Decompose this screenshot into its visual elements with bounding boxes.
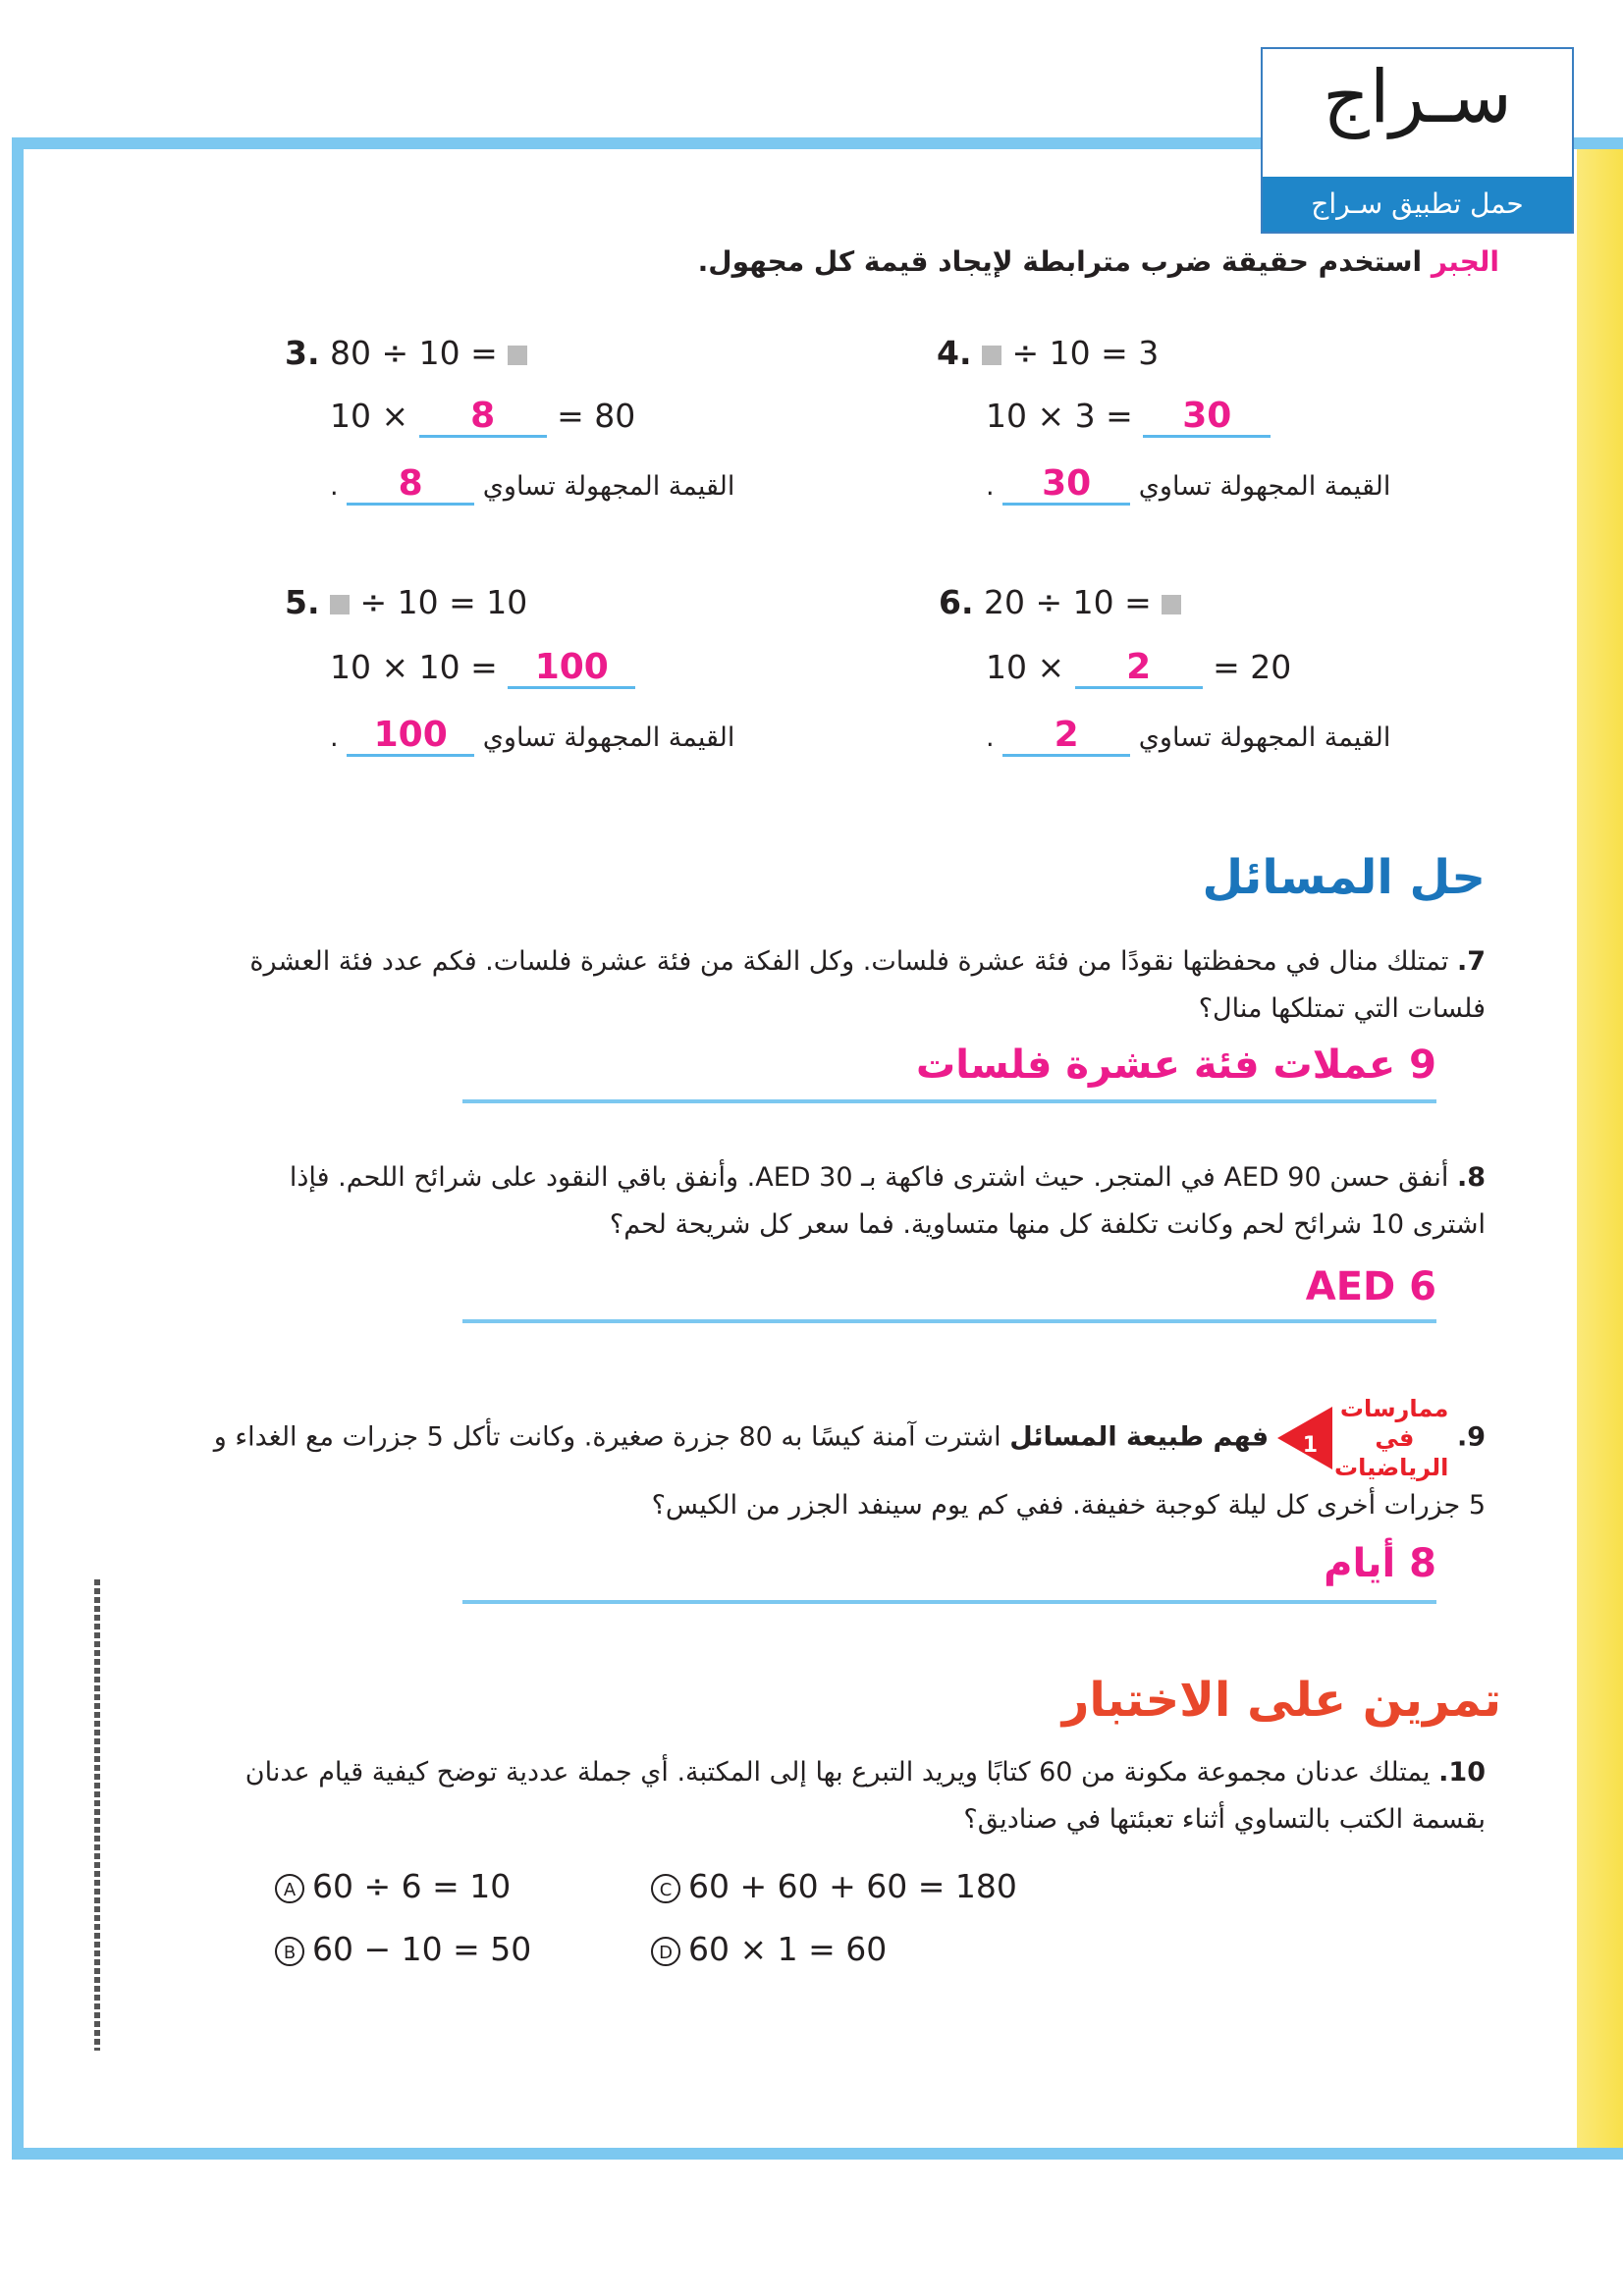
exercise-4-line1: 4. ÷ 10 = 3 bbox=[937, 334, 1160, 372]
answer-8[interactable]: AED 6 bbox=[1305, 1264, 1436, 1309]
unknown-square-icon bbox=[982, 345, 1001, 365]
question-7: 7. تمتلك منال في محفظتها نقودًا من فئة ع… bbox=[249, 946, 1486, 1024]
siraj-logo[interactable]: سـراج حمل تطبيق سـراج bbox=[1261, 47, 1574, 234]
exercise-3-line1: 3. 80 ÷ 10 = bbox=[285, 334, 528, 372]
option-d-circle-icon: D bbox=[651, 1936, 680, 1966]
math-practice-badge: ممارسات في الرياضيات bbox=[1334, 1395, 1449, 1481]
option-d[interactable]: D 60 × 1 = 60 bbox=[651, 1930, 887, 1968]
answer-blank[interactable]: 8 bbox=[347, 465, 475, 506]
answer-line-8 bbox=[462, 1319, 1436, 1323]
arrow-icon: 1 bbox=[1276, 1407, 1332, 1469]
option-b-circle-icon: B bbox=[275, 1936, 304, 1966]
exercise-5-line3: . 100 القيمة المجهولة تساوي bbox=[330, 715, 735, 757]
option-c[interactable]: C 60 + 60 + 60 = 180 bbox=[651, 1867, 1017, 1905]
unknown-square-icon bbox=[1162, 594, 1182, 614]
exercise-4-line3: . 30 القيمة المجهولة تساوي bbox=[986, 463, 1391, 506]
question-9: 9. ممارسات في الرياضيات 1 فهم طبيعة المس… bbox=[213, 1395, 1486, 1521]
answer-blank[interactable]: 2 bbox=[1002, 717, 1131, 757]
answer-line-7 bbox=[462, 1099, 1436, 1103]
page-frame-top bbox=[12, 137, 1623, 149]
exercise-5-line2: 10 × 10 = 100 bbox=[330, 648, 636, 689]
page-frame-bottom bbox=[12, 2148, 1623, 2160]
instruction-text: استخدم حقيقة ضرب مترابطة لإيجاد قيمة كل … bbox=[697, 245, 1423, 278]
question-8: 8. أنفق حسن AED 90 في المتجر. حيث اشترى … bbox=[289, 1162, 1486, 1240]
option-c-circle-icon: C bbox=[651, 1873, 680, 1903]
exercise-6-line2: 10 × 2 = 20 bbox=[986, 647, 1292, 689]
unknown-square-icon bbox=[508, 345, 528, 365]
answer-blank[interactable]: 30 bbox=[1002, 465, 1131, 506]
page-frame-left bbox=[12, 137, 24, 2160]
exercise-6-line3: . 2 القيمة المجهولة تساوي bbox=[986, 715, 1391, 757]
question-10: 10. يمتلك عدنان مجموعة مكونة من 60 كتابً… bbox=[244, 1757, 1486, 1835]
option-a-circle-icon: A bbox=[275, 1873, 304, 1903]
exercise-3-line2: 10 × 8 = 80 bbox=[330, 396, 636, 438]
vertical-copyright-strip bbox=[94, 1579, 100, 2051]
answer-7[interactable]: 9 عملات فئة عشرة فلسات bbox=[916, 1042, 1436, 1088]
answer-blank[interactable]: 2 bbox=[1074, 649, 1203, 689]
option-a[interactable]: A 60 ÷ 6 = 10 bbox=[275, 1867, 511, 1905]
logo-tagline: حمل تطبيق سـراج bbox=[1263, 177, 1572, 232]
answer-blank[interactable]: 100 bbox=[508, 649, 636, 689]
side-yellow-strip bbox=[1577, 149, 1623, 2148]
answer-9[interactable]: 8 أيام bbox=[1324, 1541, 1436, 1586]
instruction-tag: الجبر bbox=[1431, 245, 1499, 278]
answer-line-9 bbox=[462, 1600, 1436, 1604]
answer-blank[interactable]: 30 bbox=[1143, 398, 1271, 438]
section-heading-problem-solving: حل المسائل bbox=[1202, 850, 1486, 905]
logo-word: سـراج bbox=[1323, 55, 1512, 139]
exercise-5-line1: 5. ÷ 10 = 10 bbox=[285, 583, 528, 621]
exercise-3-line3: . 8 القيمة المجهولة تساوي bbox=[330, 463, 735, 506]
exercise-4-line2: 10 × 3 = 30 bbox=[986, 397, 1271, 438]
practice-lead: فهم طبيعة المسائل bbox=[1009, 1421, 1270, 1453]
answer-blank[interactable]: 100 bbox=[347, 717, 475, 757]
answer-blank[interactable]: 8 bbox=[418, 398, 547, 438]
unknown-square-icon bbox=[330, 594, 350, 614]
instruction: الجبر استخدم حقيقة ضرب مترابطة لإيجاد قي… bbox=[698, 245, 1499, 278]
section-heading-test-practice: تمرين على الاختبار bbox=[1061, 1673, 1501, 1728]
option-b[interactable]: B 60 − 10 = 50 bbox=[275, 1930, 531, 1968]
exercise-6-line1: 6. 20 ÷ 10 = bbox=[939, 583, 1182, 621]
